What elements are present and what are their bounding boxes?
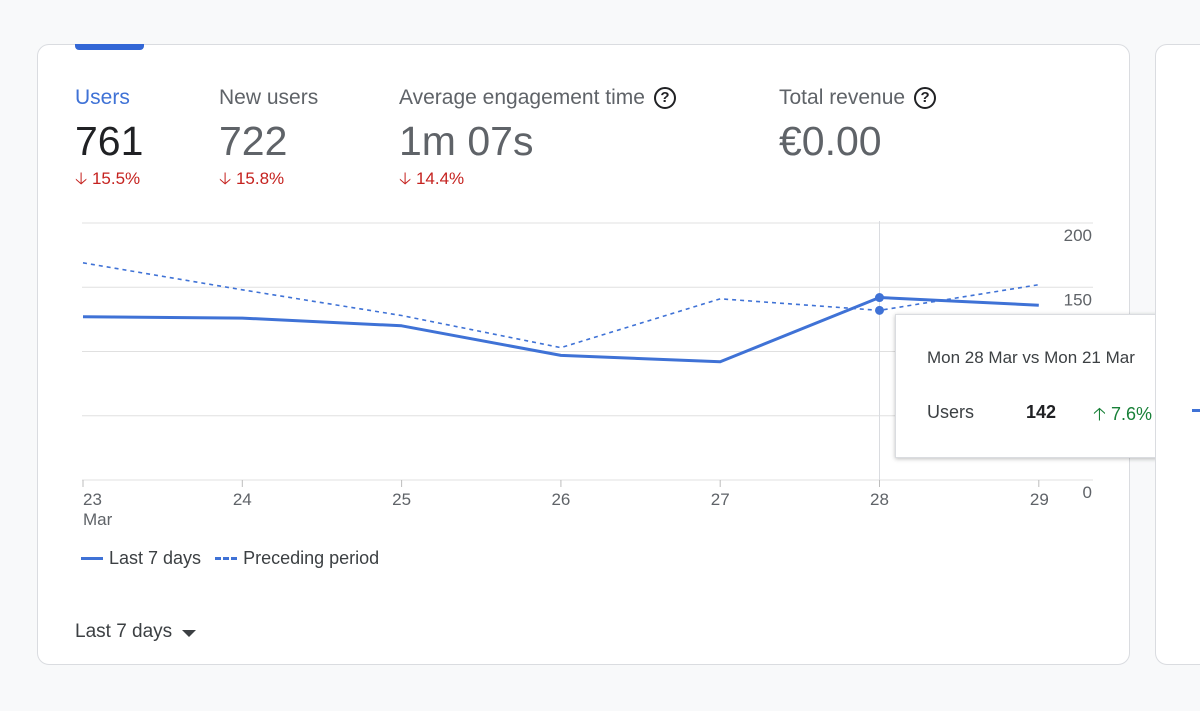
metric-label: Total revenue? (779, 84, 937, 112)
arrow-up-icon: 🡡 (1093, 404, 1106, 424)
x-tick-label: 27 (711, 490, 730, 509)
legend-solid-line-icon (81, 557, 103, 560)
legend-label: Preceding period (243, 548, 380, 568)
tooltip-title: Mon 28 Mar vs Mon 21 Mar (927, 348, 1135, 367)
next-card-partial (1155, 44, 1200, 665)
chart-legend: Last 7 days Preceding period (81, 548, 393, 569)
metric-label: Users (75, 86, 130, 109)
legend-item-last-7-days: Last 7 days (81, 548, 201, 569)
tooltip-change: 🡡 7.6% (1093, 404, 1152, 424)
x-tick-label: 26 (551, 490, 570, 509)
metric-tab-users[interactable]: Users 761 🡣 15.5% (75, 84, 143, 190)
chart-tooltip: Mon 28 Mar vs Mon 21 Mar Users 142 🡡 7.6… (895, 314, 1159, 458)
x-tick-label: 24 (233, 490, 252, 509)
date-range-dropdown[interactable]: Last 7 days (75, 621, 197, 643)
tooltip-value: 142 (1026, 402, 1057, 422)
metric-label: New users (219, 86, 319, 109)
arrow-down-icon: 🡣 (399, 169, 412, 188)
metric-value: 722 (219, 118, 288, 164)
help-circle-icon[interactable]: ? (653, 87, 676, 109)
tooltip-metric: Users (927, 402, 975, 422)
metric-tab-new-users[interactable]: New users 722 🡣 15.8% (219, 84, 318, 190)
x-tick-label: 23 (83, 490, 102, 509)
legend-label: Last 7 days (109, 548, 202, 568)
highlight-point (875, 293, 884, 303)
metric-change: 🡣 15.8% (219, 169, 285, 188)
y-tick-label: 200 (1064, 226, 1092, 245)
x-tick-label: Mar (83, 510, 113, 529)
caret-down-icon (182, 629, 197, 637)
metric-value: €0.00 (779, 118, 882, 164)
metric-label: Average engagement time? (399, 84, 676, 112)
active-tab-indicator (75, 44, 144, 50)
legend-item-preceding-period: Preceding period (215, 548, 379, 569)
metric-value: 761 (75, 118, 144, 164)
metric-tab-total-revenue[interactable]: Total revenue? €0.00 (779, 84, 937, 164)
metric-tab-avg-engagement[interactable]: Average engagement time? 1m 07s 🡣 14.4% (399, 84, 676, 190)
y-tick-label: 0 (1083, 483, 1092, 502)
x-tick-label: 29 (1030, 490, 1049, 509)
chart-series (82, 262, 1039, 364)
metric-change: 🡣 15.5% (75, 169, 141, 188)
next-card-tab-indicator (1192, 409, 1200, 412)
x-tick-label: 28 (870, 490, 889, 509)
date-range-label: Last 7 days (75, 621, 173, 642)
legend-dashed-line-icon (215, 557, 238, 560)
x-tick-label: 25 (392, 490, 411, 509)
metric-value: 1m 07s (399, 118, 534, 164)
arrow-down-icon: 🡣 (219, 169, 232, 188)
highlight-point (875, 305, 884, 315)
metric-change: 🡣 14.4% (399, 169, 465, 188)
arrow-down-icon: 🡣 (75, 169, 88, 188)
help-circle-icon[interactable]: ? (914, 87, 937, 109)
y-tick-label: 150 (1064, 290, 1092, 309)
